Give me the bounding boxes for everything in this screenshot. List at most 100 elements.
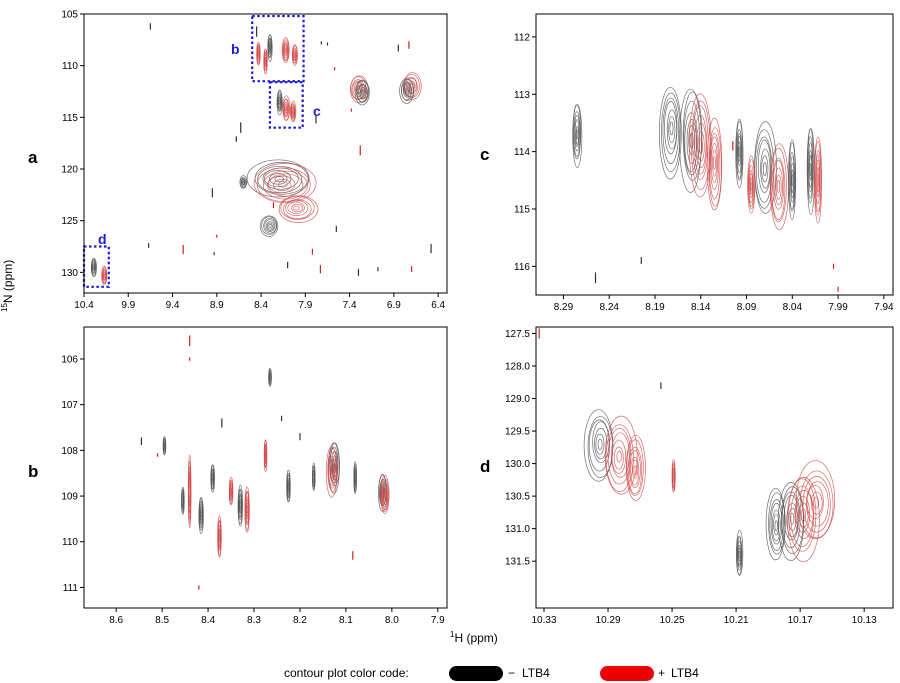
x-tick-label: 8.3 [247,615,261,626]
plot-frame-a [83,13,448,294]
contour-peak [198,496,204,535]
contour-peak [795,460,836,539]
contour-peak [259,215,279,237]
y-tick-label: 131.0 [505,524,530,535]
y-tick-label: 125 [61,216,78,227]
x-tick-label: 7.4 [343,300,357,311]
plot-area-d [536,327,893,608]
contour-peak [286,469,291,503]
contour-peak [736,529,744,576]
panel-b: 8.6 8.5 8.4 8.3 8.2 8.1 8.0 7.9 106 107 108 109 110 1… [61,326,448,626]
y-tick-label: 120 [61,165,78,176]
contour-peak [353,461,357,494]
contour-peak [268,367,272,387]
legend-title: contour plot color code: [284,666,409,680]
y-tick-label: 116 [514,262,530,273]
x-tick-label: 7.99 [828,302,848,313]
contour-peak [311,462,316,491]
y-tick-label: 105 [61,10,78,21]
x-tick-label: 8.1 [339,615,353,626]
contour-peak [253,163,317,203]
x-tick-label: 9.9 [121,300,135,311]
contour-peak [688,93,712,198]
y-tick-label: 130 [61,268,78,279]
region-label-d: d [98,231,107,247]
x-tick-label: 10.33 [531,615,556,626]
x-tick-label: 7.9 [431,615,445,626]
y-tick-label: 115 [62,113,78,124]
x-tick-label: 8.4 [254,300,268,311]
x-tick-label: 10.21 [724,615,749,626]
y-tick-label: 110 [62,61,78,72]
contour-peak [276,89,283,116]
panel-label-c: c [480,145,489,164]
x-tick-label: 10.17 [788,615,813,626]
contour-peak [747,155,756,214]
region-label-c: c [313,103,321,119]
panel-d: 10.33 10.29 10.25 10.21 10.17 10.13 127.5 128.0… [505,326,894,626]
contour-peak [814,136,823,224]
plot-frame-c [535,13,894,296]
contour-peak [267,34,273,62]
y-axis-label: 15N (ppm) [0,260,15,312]
y-tick-label: 128.0 [505,362,530,373]
y-tick-label: 106 [61,354,78,365]
x-tick-label: 10.13 [852,615,877,626]
y-tick-label: 110 [62,537,78,548]
x-tick-label: 10.25 [660,615,685,626]
x-tick-label: 10.29 [596,615,621,626]
contour-peak [604,415,638,495]
y-tick-label: 115 [514,204,530,215]
contour-peak [671,459,676,493]
contour-peak [380,474,390,514]
contour-peak [228,477,234,506]
y-tick-label: 131.5 [505,557,530,568]
x-tick-label: 6.9 [387,300,401,311]
contour-peak [217,515,222,558]
y-tick-label: 111 [63,583,79,594]
x-tick-label: 8.4 [201,615,215,626]
x-tick-label: 8.04 [783,302,803,313]
x-tick-label: 6.4 [431,300,445,311]
plot-area-c [536,14,893,295]
contour-peak [765,487,786,561]
plot-area-a [84,14,447,293]
legend-plus-swatch [600,666,654,681]
legend: contour plot color code: − LTB4 + LTB4 [284,666,699,681]
contour-peak [625,434,646,501]
contour-peak [244,486,250,533]
plot-frame-b [83,326,448,609]
x-tick-label: 8.09 [737,302,757,313]
y-tick-label: 112 [514,32,530,43]
y-tick-label: 129.5 [505,427,530,438]
y-tick-label: 108 [61,446,78,457]
contour-peak [583,409,614,482]
contour-peak [256,41,261,66]
contour-peak [354,79,370,106]
region-box-c [268,81,304,129]
contour-peak [290,100,297,122]
x-axis-label: 1H (ppm) [450,630,498,645]
contour-peak [659,86,682,180]
contour-peak [181,486,185,515]
legend-minus-swatch [449,666,503,681]
contour-peak [706,117,723,211]
contour-peak [282,95,291,121]
y-tick-label: 127.5 [505,329,530,340]
legend-plus-label: LTB4 [671,666,699,680]
contour-peak [291,44,298,66]
legend-minus-label: LTB4 [522,666,550,680]
contour-peak [239,175,248,189]
contour-peak [572,104,583,168]
x-tick-label: 8.29 [554,302,574,313]
contour-peak [281,37,290,63]
x-tick-label: 8.14 [691,302,711,313]
contour-peak [210,464,215,493]
x-tick-label: 10.4 [74,300,94,311]
contour-peak [162,436,167,456]
y-tick-label: 107 [61,400,78,411]
contour-peak [325,446,338,498]
contour-peak [187,454,192,529]
y-tick-label: 130.5 [505,492,530,503]
y-tick-label: 109 [61,492,78,503]
